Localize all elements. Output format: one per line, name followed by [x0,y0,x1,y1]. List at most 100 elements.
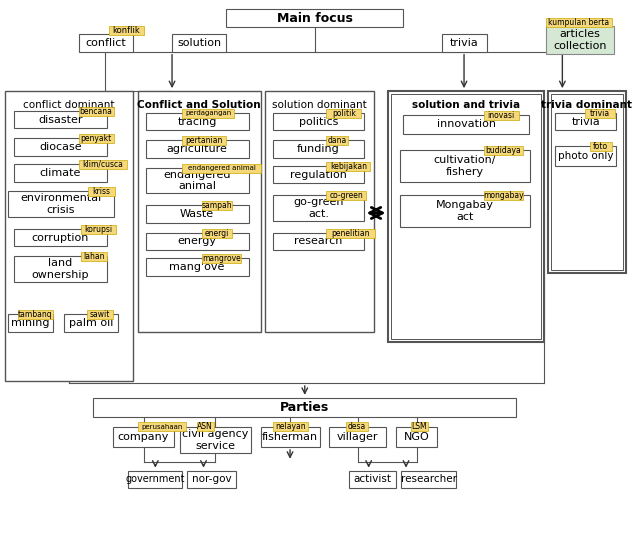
Text: politik: politik [332,109,356,118]
FancyBboxPatch shape [556,146,616,166]
FancyBboxPatch shape [145,113,249,130]
Text: research: research [294,237,343,246]
Text: perusahaan: perusahaan [141,424,182,430]
Text: nor-gov: nor-gov [191,474,231,485]
FancyBboxPatch shape [273,423,308,431]
Text: trivia dominant: trivia dominant [541,100,632,110]
FancyBboxPatch shape [14,229,107,246]
Text: mangrove: mangrove [202,254,241,263]
FancyBboxPatch shape [79,107,113,116]
FancyBboxPatch shape [266,91,374,332]
Text: co-green: co-green [329,191,363,201]
FancyBboxPatch shape [550,94,623,270]
Text: trivia: trivia [572,116,600,127]
Text: kriss: kriss [93,188,111,196]
FancyBboxPatch shape [346,423,368,431]
FancyBboxPatch shape [548,91,627,273]
FancyBboxPatch shape [326,229,374,238]
Text: tambanq: tambanq [18,310,52,319]
Text: government: government [125,474,184,485]
FancyBboxPatch shape [391,94,541,339]
Text: energy: energy [178,237,216,246]
Text: go-green
act.: go-green act. [293,197,344,219]
Text: nelayan: nelayan [275,422,306,431]
FancyBboxPatch shape [273,140,364,158]
FancyBboxPatch shape [64,314,118,332]
Text: Waste: Waste [180,209,214,219]
Text: researcher: researcher [401,474,457,485]
Text: foto: foto [593,142,608,151]
FancyBboxPatch shape [400,150,530,182]
FancyBboxPatch shape [202,201,232,210]
Text: kebijakan: kebijakan [330,162,367,171]
FancyBboxPatch shape [273,195,364,221]
FancyBboxPatch shape [79,160,127,169]
FancyBboxPatch shape [273,233,364,250]
FancyBboxPatch shape [145,168,249,194]
FancyBboxPatch shape [226,10,403,27]
FancyBboxPatch shape [14,138,107,156]
Text: Main focus: Main focus [276,12,353,25]
FancyBboxPatch shape [556,113,616,130]
Text: conflict: conflict [85,38,126,48]
FancyBboxPatch shape [8,314,53,332]
FancyBboxPatch shape [202,229,232,238]
FancyBboxPatch shape [86,310,113,319]
FancyBboxPatch shape [81,252,107,261]
FancyBboxPatch shape [88,188,115,196]
FancyBboxPatch shape [81,225,115,233]
FancyBboxPatch shape [403,115,529,134]
Text: penelitian: penelitian [332,229,370,238]
FancyBboxPatch shape [18,310,52,319]
Text: korupsi: korupsi [84,225,112,234]
Text: funding: funding [297,144,340,154]
FancyBboxPatch shape [138,423,186,431]
FancyBboxPatch shape [14,256,107,282]
FancyBboxPatch shape [8,191,114,217]
Text: company: company [118,432,169,442]
FancyBboxPatch shape [14,110,107,128]
Text: mining: mining [12,318,50,328]
Text: villager: villager [337,432,379,442]
FancyBboxPatch shape [546,18,611,27]
Text: penyakt: penyakt [81,134,112,143]
FancyBboxPatch shape [260,427,319,447]
Text: NGO: NGO [404,432,429,442]
FancyBboxPatch shape [326,191,365,200]
Text: mang'ove: mang'ove [170,262,225,272]
FancyBboxPatch shape [196,423,214,431]
FancyBboxPatch shape [138,91,260,332]
Text: pertanian: pertanian [185,136,223,145]
Text: endangered
animal: endangered animal [163,170,231,191]
FancyBboxPatch shape [145,258,249,276]
FancyBboxPatch shape [349,471,396,488]
Text: solution dominant: solution dominant [272,100,367,110]
Text: sampah: sampah [202,201,232,210]
FancyBboxPatch shape [273,166,364,183]
FancyBboxPatch shape [182,164,261,172]
Text: conflict dominant: conflict dominant [23,100,115,110]
Text: regulation: regulation [290,170,347,179]
Text: sawit: sawit [90,310,109,319]
Text: photo only: photo only [558,151,614,161]
FancyBboxPatch shape [145,233,249,250]
FancyBboxPatch shape [14,164,107,182]
FancyBboxPatch shape [546,26,614,54]
Text: Conflict and Solution: Conflict and Solution [137,100,260,110]
FancyBboxPatch shape [330,427,387,447]
Text: solution and trivia: solution and trivia [412,100,520,110]
FancyBboxPatch shape [484,191,523,200]
Text: land
ownership: land ownership [32,258,89,280]
FancyBboxPatch shape [182,136,226,145]
FancyBboxPatch shape [396,427,438,447]
Text: LSM: LSM [412,422,428,431]
FancyBboxPatch shape [5,91,132,381]
Text: kumpulan berta: kumpulan berta [548,18,609,27]
FancyBboxPatch shape [326,162,370,171]
Text: konflik: konflik [113,26,140,35]
FancyBboxPatch shape [145,205,249,223]
Text: dana: dana [328,136,347,145]
Text: perdagangan: perdagangan [185,110,231,116]
FancyBboxPatch shape [401,471,456,488]
Text: desa: desa [348,422,366,431]
